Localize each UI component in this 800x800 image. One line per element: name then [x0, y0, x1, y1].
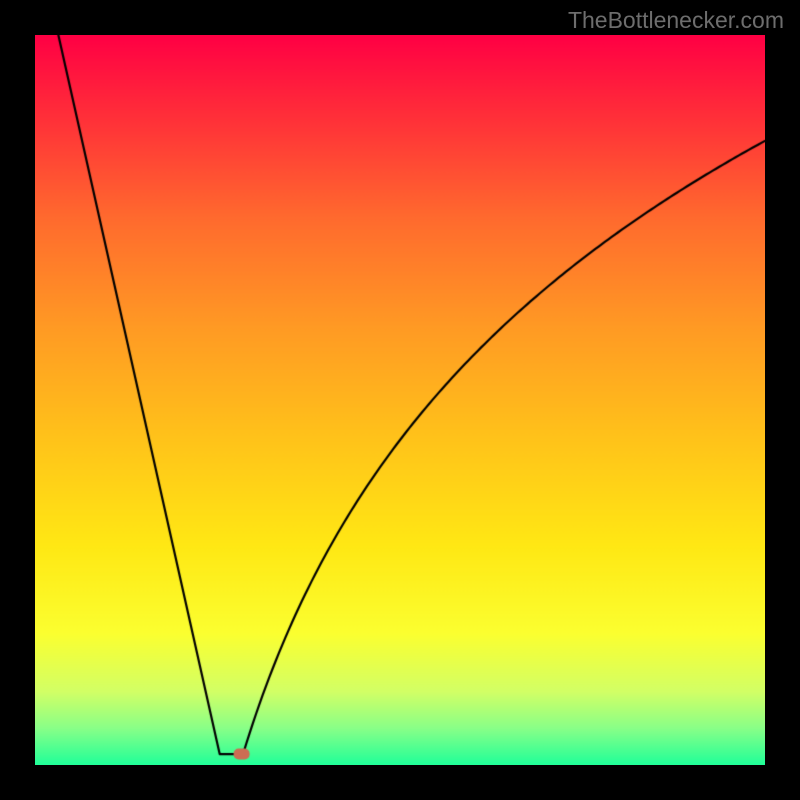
bottleneck-chart-canvas — [35, 35, 765, 765]
chart-frame — [0, 0, 800, 800]
watermark-label: TheBottlenecker.com — [568, 7, 784, 34]
